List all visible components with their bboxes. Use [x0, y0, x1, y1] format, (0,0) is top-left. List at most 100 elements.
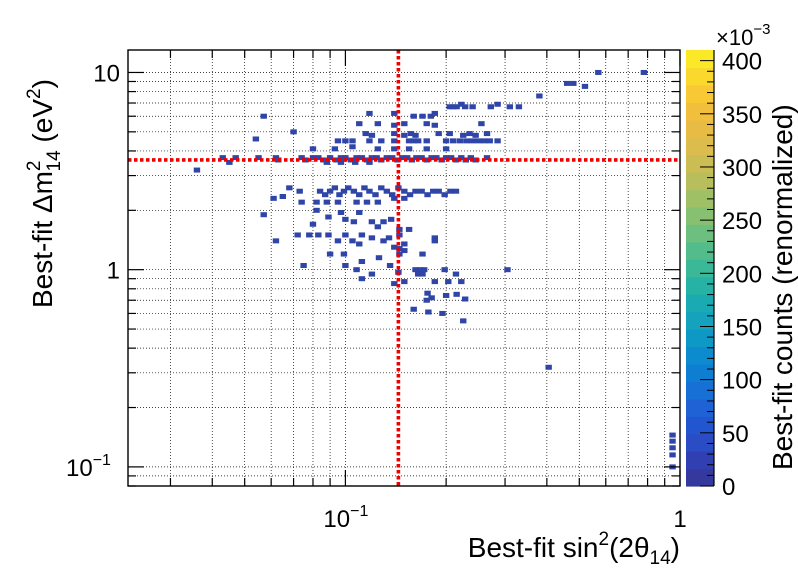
histogram-bin — [469, 138, 476, 144]
histogram-bin — [669, 445, 676, 451]
histogram-bin — [570, 80, 577, 86]
histogram-bin — [358, 155, 366, 161]
histogram-bin — [494, 101, 501, 107]
histogram-bin — [325, 214, 332, 220]
histogram-bin — [446, 131, 453, 137]
histogram-bin — [456, 138, 464, 144]
histogram-bin — [441, 267, 448, 273]
histogram-bin — [410, 306, 417, 312]
histogram-bin — [232, 155, 239, 161]
histogram-bin — [356, 192, 363, 198]
x-tick-label: 10−1 — [323, 503, 368, 533]
histogram-bin — [334, 199, 342, 205]
histogram-bin — [331, 146, 339, 152]
colorbar-tick-label: 150 — [722, 314, 762, 341]
y-tick-label: 10 — [93, 60, 120, 87]
histogram-bin — [270, 195, 277, 201]
histogram-bin — [405, 146, 413, 152]
histogram-bin — [342, 155, 349, 161]
histogram-bin — [536, 93, 543, 99]
histogram-bin — [391, 122, 398, 128]
histogram-bin — [389, 155, 396, 161]
histogram-bin — [315, 232, 322, 238]
histogram-bin — [405, 138, 413, 144]
histogram-bin — [350, 219, 358, 225]
histogram-bin — [391, 110, 398, 116]
histogram-bin — [469, 104, 476, 110]
y-axis-title: Best-fit Δm214 (eV2) — [24, 79, 65, 308]
colorbar-segment — [686, 398, 714, 417]
histogram-bin — [361, 185, 368, 191]
histogram-bin — [368, 219, 376, 225]
histogram-bin — [337, 209, 345, 215]
histogram-bin — [458, 279, 465, 285]
histogram-bin — [506, 104, 514, 110]
histogram-bin — [419, 113, 426, 119]
histogram-bin — [419, 271, 426, 277]
histogram-bin — [316, 188, 324, 194]
histogram-bin — [356, 241, 363, 247]
histogram-bin — [424, 192, 431, 198]
histogram-bin — [423, 157, 430, 163]
histogram-bin — [366, 110, 373, 116]
plot-frame — [127, 49, 681, 487]
histogram-bin — [345, 185, 352, 191]
histogram-bin — [362, 131, 369, 137]
histogram-bin — [412, 267, 419, 273]
histogram-bin — [321, 192, 329, 198]
colorbar-segment — [686, 346, 714, 365]
histogram-bin — [401, 195, 408, 201]
histogram-bin — [416, 267, 424, 273]
histogram-bin — [380, 219, 387, 225]
histogram-bin — [461, 296, 469, 302]
histogram-bin — [452, 157, 460, 163]
y-tick-label: 10−1 — [66, 452, 111, 482]
colorbar-title: Best-fit counts (renormalized) — [767, 104, 798, 470]
best-fit-lines — [128, 50, 680, 486]
histogram-bin — [358, 259, 366, 265]
histogram-bin — [294, 232, 301, 238]
histogram-bin — [334, 238, 342, 244]
histogram-bin — [309, 146, 317, 152]
histogram-bin — [413, 155, 420, 161]
histogram-bin — [326, 155, 334, 161]
histogram-bin — [334, 138, 342, 144]
histogram-bin — [478, 121, 485, 127]
histogram-bin — [358, 232, 366, 238]
histogram-bin — [340, 251, 348, 257]
histogram-bin — [407, 131, 415, 137]
histogram-bin — [373, 155, 380, 161]
histogram-bin — [313, 207, 320, 213]
histogram-bin — [279, 194, 287, 200]
histogram-bin — [372, 192, 379, 198]
histogram-bin — [442, 146, 450, 152]
colorbar-segment — [686, 433, 714, 452]
histogram-bin — [286, 185, 293, 191]
histogram-bin — [391, 244, 398, 250]
histogram-bin — [391, 281, 398, 287]
histogram-bin — [487, 104, 495, 110]
y-tick-label: 1 — [107, 258, 120, 285]
histogram-bin — [333, 157, 340, 163]
histogram-bin — [337, 155, 345, 161]
histogram-bin — [306, 232, 313, 238]
histogram-bin — [406, 192, 414, 198]
histogram-bin — [391, 146, 398, 152]
colorbar-segment — [686, 381, 714, 400]
colorbar — [686, 50, 715, 487]
histogram-bin — [219, 155, 226, 161]
histogram-bin — [366, 188, 373, 194]
histogram-bin — [385, 235, 393, 241]
histogram-bin — [389, 192, 396, 198]
colorbar-segment — [686, 84, 714, 103]
histogram-bin — [428, 155, 435, 161]
histogram-bin — [401, 132, 408, 138]
histogram-bin — [419, 251, 426, 257]
histogram-bin — [412, 188, 419, 194]
histogram-bin — [193, 167, 201, 173]
histogram-bin — [442, 138, 450, 144]
histogram-bin — [481, 138, 488, 144]
histogram-bin — [445, 279, 452, 285]
colorbar-segment — [686, 224, 714, 243]
histogram-bin — [252, 136, 260, 142]
